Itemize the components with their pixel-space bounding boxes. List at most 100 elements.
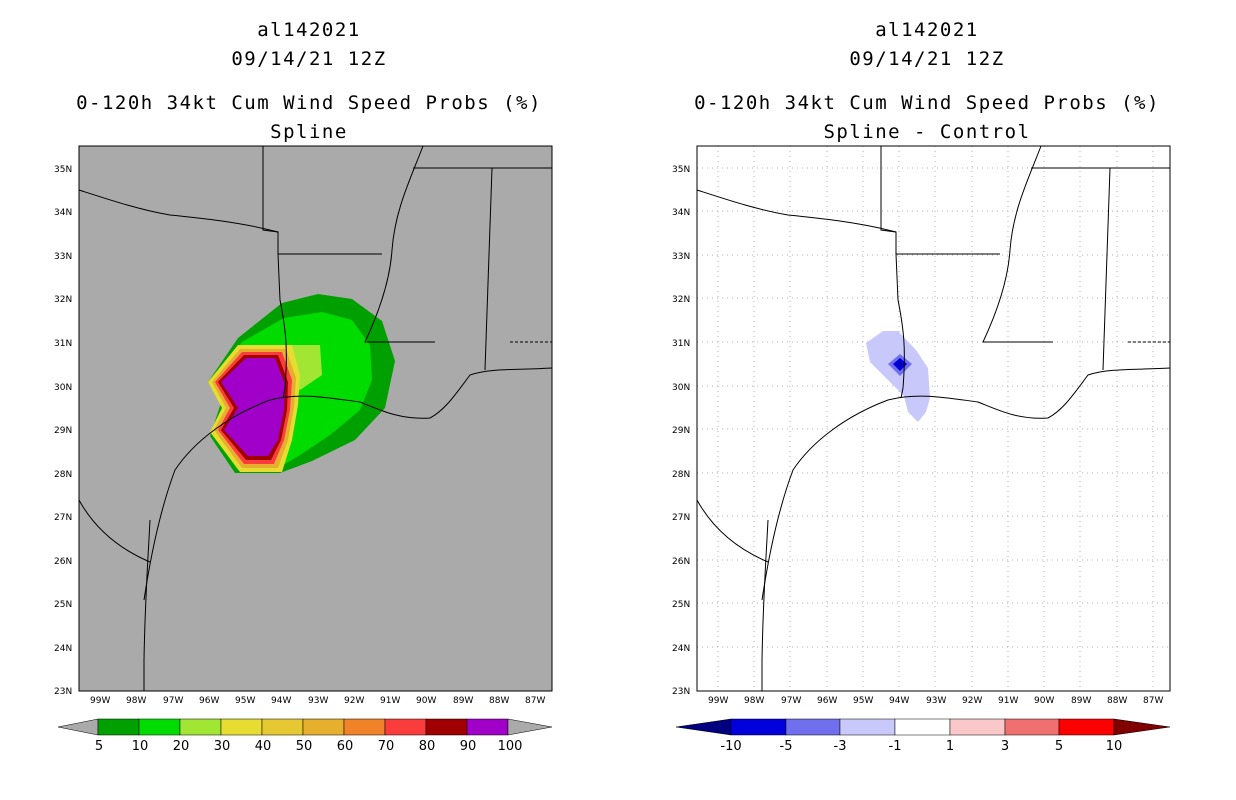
lon-label: 89W (1071, 696, 1091, 706)
mexico-border (696, 499, 769, 563)
colorbar-label: 100 (498, 739, 523, 754)
subtitle: Spline - Control (823, 121, 1031, 143)
diff-minus1-minus3 (866, 331, 930, 422)
lat-label: 33N (54, 252, 72, 262)
map-boundaries (696, 145, 1171, 691)
mexico-border (78, 499, 151, 563)
lat-label: 27N (672, 513, 690, 523)
colorbar-label: 50 (296, 739, 313, 754)
lon-label: 96W (817, 696, 837, 706)
red-river-border (78, 189, 279, 233)
colorbar-over (1113, 718, 1171, 736)
lat-label: 26N (672, 557, 690, 567)
gulf-coastline (143, 367, 553, 601)
ok-ar-border (262, 146, 382, 255)
gulf-coastline (761, 367, 1171, 601)
colorbar-swatch (343, 718, 386, 736)
lat-label: 30N (54, 383, 72, 393)
lat-label: 30N (672, 383, 690, 393)
rio-grande (143, 519, 151, 691)
diff-under-minus10 (898, 362, 902, 366)
tx-la-border (895, 253, 905, 399)
lon-label: 95W (853, 696, 873, 706)
map-background (697, 146, 1170, 691)
colorbar-label: 40 (255, 739, 272, 754)
ms-al-border (1102, 167, 1111, 371)
colorbar-swatch (302, 718, 345, 736)
lon-label: 97W (781, 696, 801, 706)
lat-label: 34N (54, 208, 72, 218)
colorbar-swatch (894, 718, 951, 736)
lon-label: 87W (525, 696, 545, 706)
lon-label: 98W (126, 696, 146, 706)
ok-ar-border (880, 146, 1000, 255)
colorbar-label: -3 (834, 739, 847, 754)
colorbar-swatch (261, 718, 304, 736)
tx-la-border (277, 253, 287, 399)
colorbar-label: 60 (337, 739, 354, 754)
lon-label: 91W (998, 696, 1018, 706)
lon-label: 99W (90, 696, 110, 706)
ms-al-border (484, 167, 493, 371)
colorbar-swatch (730, 718, 787, 736)
colorbar-swatch (179, 718, 222, 736)
colorbar-swatch (220, 718, 263, 736)
lon-label: 92W (962, 696, 982, 706)
colorbar-label: 5 (1055, 739, 1063, 754)
colorbar-label: 90 (460, 739, 477, 754)
lon-label: 90W (1034, 696, 1054, 706)
lat-label: 24N (54, 644, 72, 654)
lon-label: 88W (489, 696, 509, 706)
colorbar-label: 30 (214, 739, 231, 754)
map-frame (78, 145, 553, 692)
colorbar-under (57, 718, 99, 736)
colorbar-swatch (138, 718, 181, 736)
difference-field (866, 331, 930, 422)
map-frame (696, 145, 1171, 692)
lat-axis: 35N 34N 33N 32N 31N 30N 29N 28N 27N 26N … (672, 165, 690, 697)
red-river-border (696, 189, 897, 233)
colorbar-label: 5 (95, 739, 103, 754)
lat-label: 24N (672, 644, 690, 654)
forecast-date: 09/14/21 12Z (849, 48, 1005, 70)
lon-label: 90W (416, 696, 436, 706)
right-map: 35N 34N 33N 32N 31N 30N 29N 28N 27N 26N … (672, 145, 1171, 754)
colorbar-swatch (1004, 718, 1060, 736)
right-panel: al142021 09/14/21 12Z 0-120h 34kt Cum Wi… (618, 0, 1236, 800)
lon-label: 95W (235, 696, 255, 706)
colorbar-label: 3 (1001, 739, 1009, 754)
colorbar-label: 10 (1106, 739, 1123, 754)
lat-label: 35N (54, 165, 72, 175)
lon-label: 93W (308, 696, 328, 706)
probability-field (208, 294, 395, 473)
lon-axis: 99W 98W 97W 96W 95W 94W 93W 92W 91W 90W … (90, 696, 545, 706)
colorbar-swatch (425, 718, 468, 736)
colorbar-swatch (949, 718, 1006, 736)
lon-label: 92W (344, 696, 364, 706)
lon-label: 94W (889, 696, 909, 706)
product-title: 0-120h 34kt Cum Wind Speed Probs (%) (76, 92, 542, 114)
colorbar-label: 1 (946, 739, 954, 754)
lat-label: 32N (54, 295, 72, 305)
forecast-date: 09/14/21 12Z (231, 48, 387, 70)
lat-label: 28N (54, 470, 72, 480)
lat-label: 26N (54, 557, 72, 567)
left-colorbar: 5 10 20 30 40 50 60 70 80 90 100 (57, 718, 553, 754)
lon-label: 91W (380, 696, 400, 706)
lon-label: 88W (1107, 696, 1127, 706)
lat-label: 27N (54, 513, 72, 523)
left-panel: al142021 09/14/21 12Z 0-120h 34kt Cum Wi… (54, 19, 553, 754)
right-colorbar: -10 -5 -3 -1 1 3 5 10 (675, 718, 1171, 754)
lat-label: 29N (672, 426, 690, 436)
lat-label: 33N (672, 252, 690, 262)
rio-grande (761, 519, 769, 691)
lon-label: 96W (199, 696, 219, 706)
lat-label: 31N (672, 339, 690, 349)
lon-label: 99W (708, 696, 728, 706)
lat-label: 28N (672, 470, 690, 480)
lat-label: 25N (54, 600, 72, 610)
colorbar-label: 10 (132, 739, 149, 754)
colorbar-label: -1 (889, 739, 902, 754)
product-title: 0-120h 34kt Cum Wind Speed Probs (%) (694, 92, 1160, 114)
lon-label: 94W (271, 696, 291, 706)
